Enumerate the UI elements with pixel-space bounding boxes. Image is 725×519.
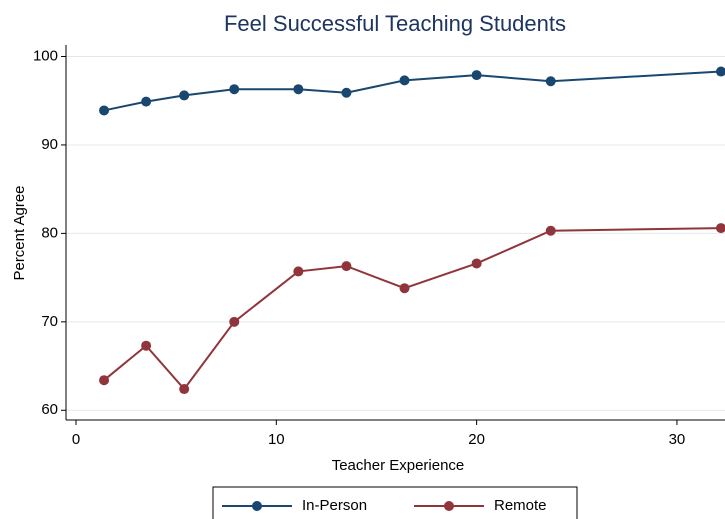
series-line — [103, 227, 722, 391]
data-point — [229, 316, 240, 327]
y-tick-label: 70 — [41, 313, 58, 330]
y-tick-label: 60 — [41, 401, 58, 418]
legend-label: Remote — [494, 497, 547, 514]
x-axis-label: Teacher Experience — [332, 457, 465, 474]
x-tick-label: 30 — [669, 431, 686, 448]
data-point — [99, 105, 110, 116]
y-axis-label: Percent Agree — [11, 185, 28, 280]
data-point — [141, 96, 152, 107]
y-tick-label: 80 — [41, 224, 58, 241]
y-tick-label: 100 — [33, 47, 58, 64]
x-tick-label: 0 — [72, 431, 80, 448]
x-tick-label: 10 — [268, 431, 285, 448]
legend-box — [212, 486, 578, 519]
legend-marker — [252, 501, 262, 511]
data-point — [99, 375, 110, 386]
x-tick-label: 20 — [468, 431, 485, 448]
data-point — [341, 87, 352, 98]
data-point — [715, 66, 725, 77]
data-point — [399, 283, 410, 294]
y-tick-label: 90 — [41, 136, 58, 153]
data-point — [715, 223, 725, 234]
data-point — [471, 258, 482, 269]
data-point — [179, 384, 190, 395]
legend-label: In-Person — [302, 497, 367, 514]
data-point — [141, 340, 152, 351]
data-point — [545, 76, 556, 87]
chart-title: Feel Successful Teaching Students — [224, 11, 566, 36]
series-line — [103, 70, 722, 112]
data-point — [471, 70, 482, 81]
data-point — [341, 261, 352, 272]
data-point — [545, 225, 556, 236]
data-point — [179, 90, 190, 101]
data-point — [229, 84, 240, 95]
data-point — [293, 266, 304, 277]
legend-marker — [444, 501, 454, 511]
data-point — [399, 75, 410, 86]
data-point — [293, 84, 304, 95]
